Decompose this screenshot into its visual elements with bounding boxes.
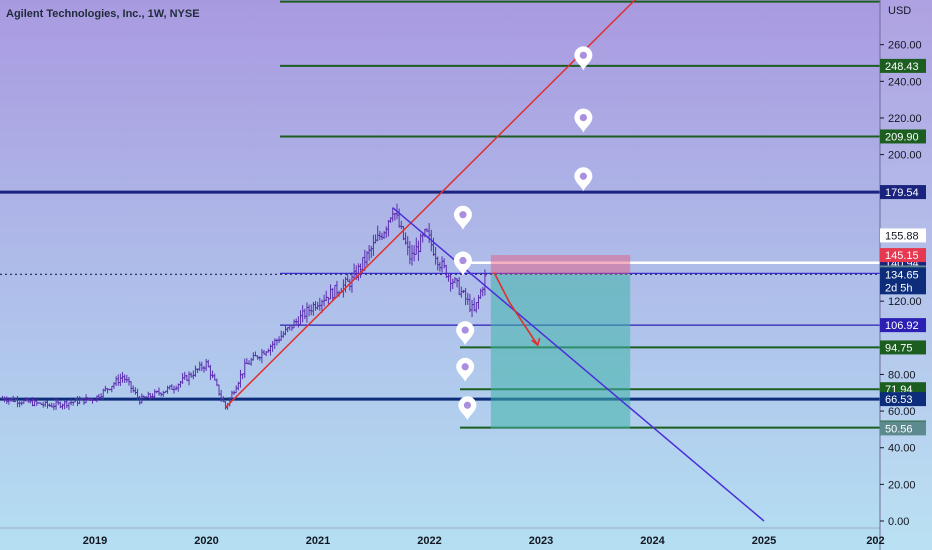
y-tick-label: 240.00	[888, 76, 922, 88]
price-tag-marker	[880, 421, 926, 436]
y-tick-label: 60.00	[888, 406, 916, 418]
y-tick-label: 0.00	[888, 516, 909, 528]
map-pin-icon-hole	[461, 326, 469, 334]
x-tick-label: 2023	[529, 535, 553, 547]
price-tag-level	[880, 58, 926, 73]
y-tick-label: 20.00	[888, 479, 916, 491]
x-tick-label: 2019	[83, 535, 107, 547]
forecast-arrow	[509, 302, 539, 346]
stop-loss-zone	[490, 255, 631, 275]
price-tag-label: 209.90	[885, 131, 919, 143]
map-pin-icon-hole	[461, 363, 469, 371]
price-tag-marker	[880, 228, 926, 243]
last-price-tag	[880, 267, 926, 295]
x-tick-label: 2024	[640, 535, 665, 547]
price-tag-level	[880, 185, 926, 200]
price-tag-label: 179.54	[885, 187, 919, 199]
x-tick-label: 202	[866, 535, 884, 547]
map-pin-icon-hole	[579, 114, 587, 122]
y-tick-label: 260.00	[888, 40, 922, 52]
y-tick-label: 220.00	[888, 113, 922, 125]
x-tick-label: 2022	[417, 535, 441, 547]
map-pin-icon-hole	[459, 256, 467, 265]
take-profit-zone	[490, 274, 631, 429]
price-tag-level	[880, 392, 926, 407]
map-pin-icon-hole	[579, 172, 587, 180]
x-tick-label: 2025	[752, 535, 776, 547]
trend-line	[224, 0, 636, 408]
map-pin-icon-hole	[459, 211, 467, 219]
price-tag-label: 248.43	[885, 61, 919, 73]
currency-label: USD	[888, 5, 911, 17]
plot-area	[0, 0, 880, 522]
map-pin-icon-hole	[579, 51, 587, 59]
price-tag-level	[880, 340, 926, 355]
y-tick-label: 80.00	[888, 369, 916, 381]
time-axis: 2019 2020 2021 2022 2023 2024 2025 202	[0, 527, 885, 547]
price-tag-marker	[880, 248, 926, 263]
countdown-label: 2d 5h	[885, 282, 913, 294]
x-tick-label: 2020	[194, 535, 218, 547]
chart-title: Agilent Technologies, Inc., 1W, NYSE	[6, 8, 200, 20]
price-tag-label: 145.15	[885, 250, 919, 262]
map-pin-icon-hole	[463, 401, 472, 409]
price-tag-level	[880, 129, 926, 144]
price-tag-label: 106.92	[885, 320, 919, 332]
price-axis: 260.00 240.00 220.00 200.00 120.00 80.00 60.00…	[879, 0, 932, 550]
last-price-label: 134.65	[885, 269, 919, 281]
forecast-arrow-head	[531, 337, 541, 347]
x-tick-label: 2021	[306, 535, 330, 547]
price-tag-label: 50.56	[885, 423, 913, 435]
y-tick-label: 40.00	[888, 443, 916, 455]
price-tag-level	[880, 318, 926, 333]
y-tick-label: 120.00	[888, 296, 922, 308]
price-tag-label: 94.75	[885, 342, 913, 354]
forecast-arrow	[493, 272, 511, 304]
price-tag-label: 155.88	[885, 230, 919, 242]
y-tick-label: 200.00	[888, 150, 922, 162]
price-tag-label: 66.53	[885, 394, 913, 406]
